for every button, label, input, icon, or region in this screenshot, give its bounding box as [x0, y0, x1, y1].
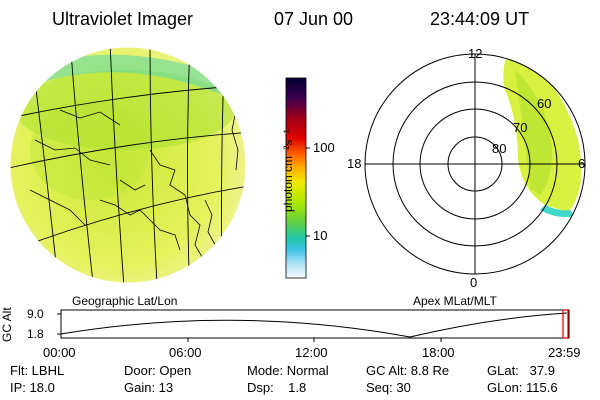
colorbar	[285, 77, 310, 279]
polar-label-18: 18	[347, 156, 362, 171]
status-gain: Gain: 13	[124, 380, 174, 395]
geographic-image	[9, 46, 247, 284]
polar-label-0: 0	[470, 275, 478, 290]
colorbar-tick-100: 100	[313, 140, 335, 155]
status-seq: Seq: 30	[366, 380, 411, 395]
orbit-tick-label: 12:00	[295, 345, 328, 360]
header-time: 23:44:09 UT	[430, 9, 530, 29]
app-title: Ultraviolet Imager	[52, 9, 194, 29]
status-ip: IP: 18.0	[10, 380, 55, 395]
orbit-y-bottom: 1.8	[27, 327, 44, 341]
colorbar-tick-10: 10	[313, 228, 328, 243]
polar-plot	[364, 53, 586, 275]
current-time-marker	[562, 309, 569, 339]
geographic-caption: Geographic Lat/Lon	[72, 294, 178, 308]
status-door: Door: Open	[124, 363, 192, 378]
orbit-y-top: 9.0	[27, 307, 44, 321]
status-dsp: Dsp: 1.8	[247, 380, 307, 395]
orbit-tick-label: 00:00	[43, 345, 76, 360]
status-gc-alt: GC Alt: 8.8 Re	[366, 363, 450, 378]
polar-label-12: 12	[468, 46, 483, 61]
orbit-tick-label: 23:59	[548, 345, 581, 360]
polar-label-70: 70	[513, 120, 528, 135]
orbit-tick-label: 06:00	[169, 345, 202, 360]
status-glon: GLon: 115.6	[487, 380, 558, 395]
status-mode: Mode: Normal	[247, 363, 329, 378]
status-glat: GLat: 37.9	[487, 363, 555, 378]
orbit-altitude-plot	[57, 309, 570, 342]
polar-caption: Apex MLat/MLT	[413, 294, 497, 308]
header-date: 07 Jun 00	[274, 9, 354, 29]
polar-label-6: 6	[578, 156, 586, 171]
orbit-axis-label: GC Alt	[0, 307, 14, 342]
colorbar-unit-label: photon cm⁻²s⁻¹	[281, 129, 295, 212]
status-filter: Flt: LBHL	[10, 363, 65, 378]
orbit-tick-label: 18:00	[422, 345, 455, 360]
polar-label-60: 60	[537, 96, 552, 111]
polar-label-80: 80	[492, 141, 507, 156]
